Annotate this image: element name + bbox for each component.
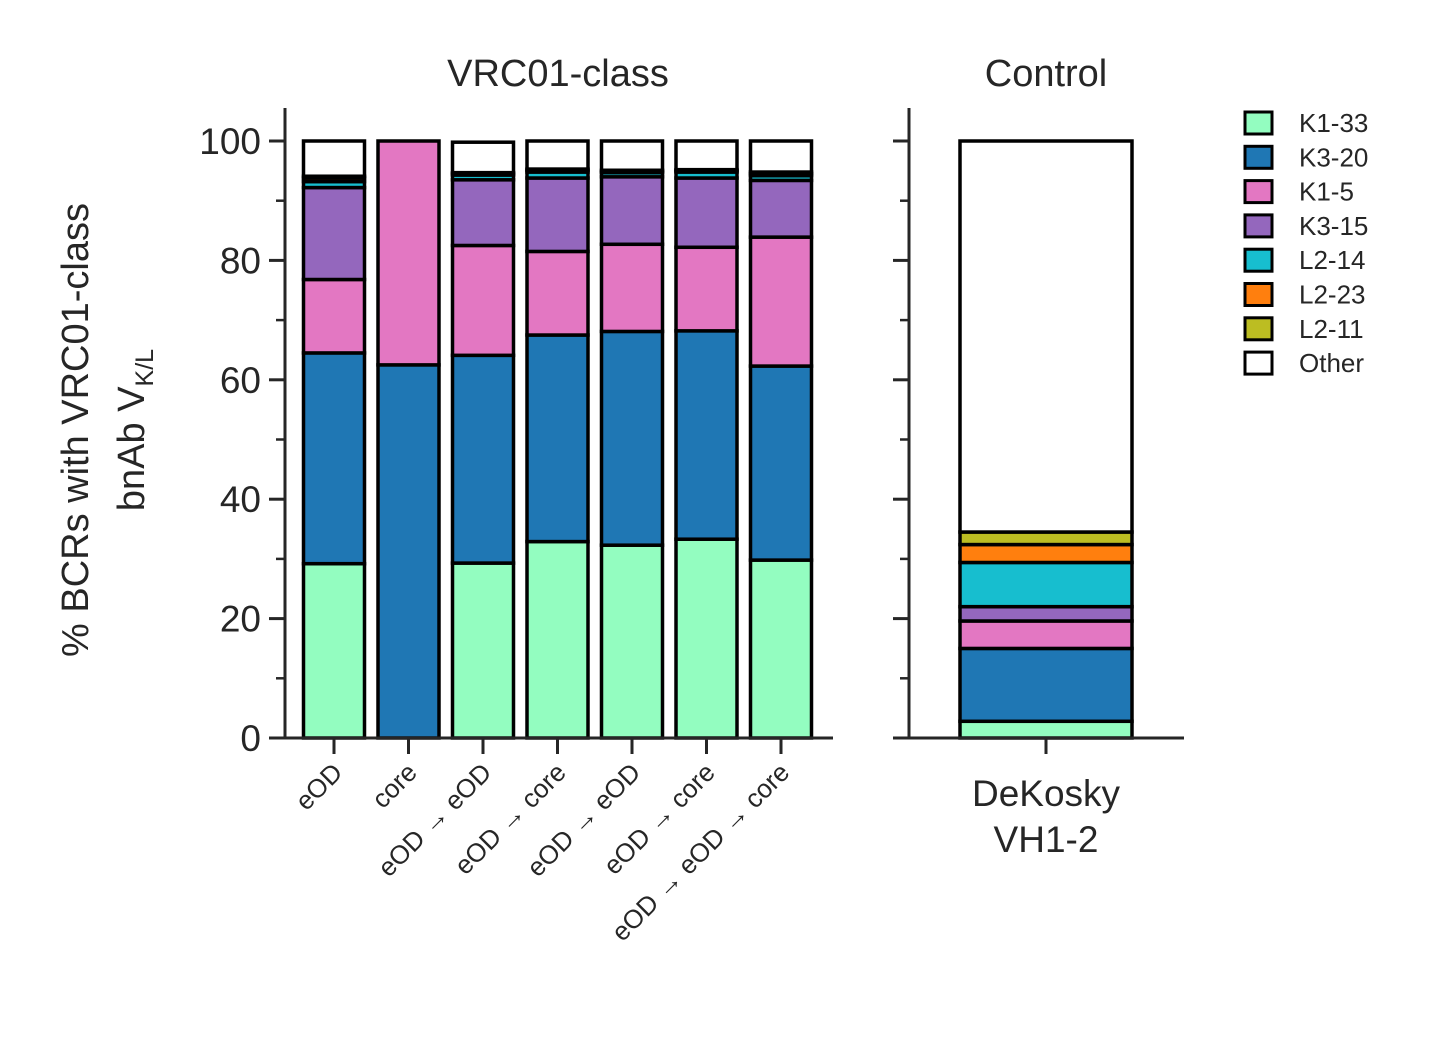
right-bar-0-k3-15 xyxy=(958,604,1134,623)
legend-label-k1-5: K1-5 xyxy=(1299,177,1354,207)
left-bar-2-k1-5 xyxy=(450,243,516,358)
left-bar-5-k3-20 xyxy=(674,329,739,541)
left-bar-3-k3-20 xyxy=(525,333,590,544)
left-bar-3-other xyxy=(525,139,590,171)
left-bar-4-k3-15 xyxy=(599,175,665,247)
y-axis-label: % BCRs with VRC01-class bnAb VK/L xyxy=(55,203,159,657)
legend-label-l2-23: L2-23 xyxy=(1299,280,1366,310)
left-bar-0-k1-33 xyxy=(301,561,367,740)
left-bar-6-k1-5 xyxy=(748,235,814,368)
left-x-tick-label-0: eOD xyxy=(289,757,348,816)
legend-label-l2-11: L2-11 xyxy=(1299,314,1364,344)
svg-text:bnAb VK/L: bnAb VK/L xyxy=(111,349,159,511)
left-bars xyxy=(301,139,814,740)
left-bar-5-k3-15 xyxy=(674,176,739,250)
left-bar-5-other xyxy=(674,139,739,172)
legend-label-k3-20: K3-20 xyxy=(1299,142,1368,172)
y-axis-label-line2: bnAb V xyxy=(111,386,153,511)
right-bar-0-k1-5 xyxy=(958,619,1134,651)
right-bars xyxy=(958,139,1134,740)
legend-swatch-l2-14 xyxy=(1243,247,1274,273)
left-bar-0-k3-20 xyxy=(301,351,367,566)
left-bar-2-k3-20 xyxy=(450,353,516,565)
left-bar-3-k1-33 xyxy=(525,539,590,740)
legend-label-other: Other xyxy=(1299,348,1364,378)
legend-swatch-k1-5 xyxy=(1243,179,1274,205)
legend-swatch-l2-11 xyxy=(1243,316,1274,342)
left-bar-4-k3-20 xyxy=(599,329,665,547)
legend-label-l2-14: L2-14 xyxy=(1299,245,1366,275)
left-bar-0-other xyxy=(301,139,367,178)
right-x-tick-labels: DeKosky VH1-2 xyxy=(972,738,1121,860)
left-y-tick-label-60: 60 xyxy=(220,360,261,401)
left-bar-5-k1-33 xyxy=(674,537,739,740)
left-bar-2-k1-33 xyxy=(450,561,516,740)
left-y-tick-label-100: 100 xyxy=(199,121,261,162)
left-bar-4-other xyxy=(599,139,665,173)
right-bar-0-l2-14 xyxy=(958,560,1134,609)
legend-swatch-other xyxy=(1243,350,1274,376)
legend-swatch-k3-20 xyxy=(1243,144,1274,170)
y-axis-label-subscript: K/L xyxy=(131,349,159,387)
right-bar-0-l2-11 xyxy=(958,530,1134,547)
legend-swatch-k1-33 xyxy=(1243,110,1274,136)
y-axis-label-line1: % BCRs with VRC01-class xyxy=(55,203,97,657)
left-bar-4-k1-5 xyxy=(599,242,665,334)
legend-swatch-k3-15 xyxy=(1243,213,1274,239)
left-y-tick-label-40: 40 xyxy=(220,479,261,520)
right-bar-0-other xyxy=(958,139,1134,534)
right-bar-0-l2-23 xyxy=(958,542,1134,565)
right-bar-0-k3-20 xyxy=(958,646,1134,724)
left-bar-1-k3-20 xyxy=(376,363,441,740)
left-bar-6-other xyxy=(748,139,814,174)
left-bar-2-other xyxy=(450,140,516,175)
left-y-tick-label-20: 20 xyxy=(220,599,261,640)
left-bar-0-k3-15 xyxy=(301,185,367,282)
left-bar-4-k1-33 xyxy=(599,543,665,740)
left-bar-2-k3-15 xyxy=(450,178,516,248)
left-y-tick-label-0: 0 xyxy=(240,718,261,759)
control-panel: Control DeKosky VH1-2 xyxy=(893,53,1184,860)
right-bar-0-k1-33 xyxy=(958,719,1134,740)
right-panel-title: Control xyxy=(985,53,1108,95)
right-x-tick-label-line2: VH1-2 xyxy=(994,819,1099,860)
left-y-tick-label-80: 80 xyxy=(220,240,261,281)
right-x-tick-label-line1: DeKosky xyxy=(972,773,1121,814)
legend-label-k3-15: K3-15 xyxy=(1299,211,1368,241)
left-bar-0-k1-5 xyxy=(301,277,367,355)
legend-label-k1-33: K1-33 xyxy=(1299,108,1368,138)
left-x-tick-label-1: core xyxy=(366,757,423,814)
legend: K1-33 K3-20 K1-5 K3-15 L2-14 L2-23 L2-11 Other xyxy=(1243,108,1368,378)
left-bar-3-k3-15 xyxy=(525,176,590,254)
left-bar-6-k1-33 xyxy=(748,558,814,740)
left-bar-6-k3-20 xyxy=(748,364,814,562)
left-bar-1-k1-5 xyxy=(376,139,441,367)
left-bar-6-k3-15 xyxy=(748,178,814,239)
left-bar-5-k1-5 xyxy=(674,245,739,333)
left-bar-3-k1-5 xyxy=(525,249,590,337)
legend-swatch-l2-23 xyxy=(1243,282,1274,307)
left-panel-title: VRC01-class xyxy=(447,53,669,95)
